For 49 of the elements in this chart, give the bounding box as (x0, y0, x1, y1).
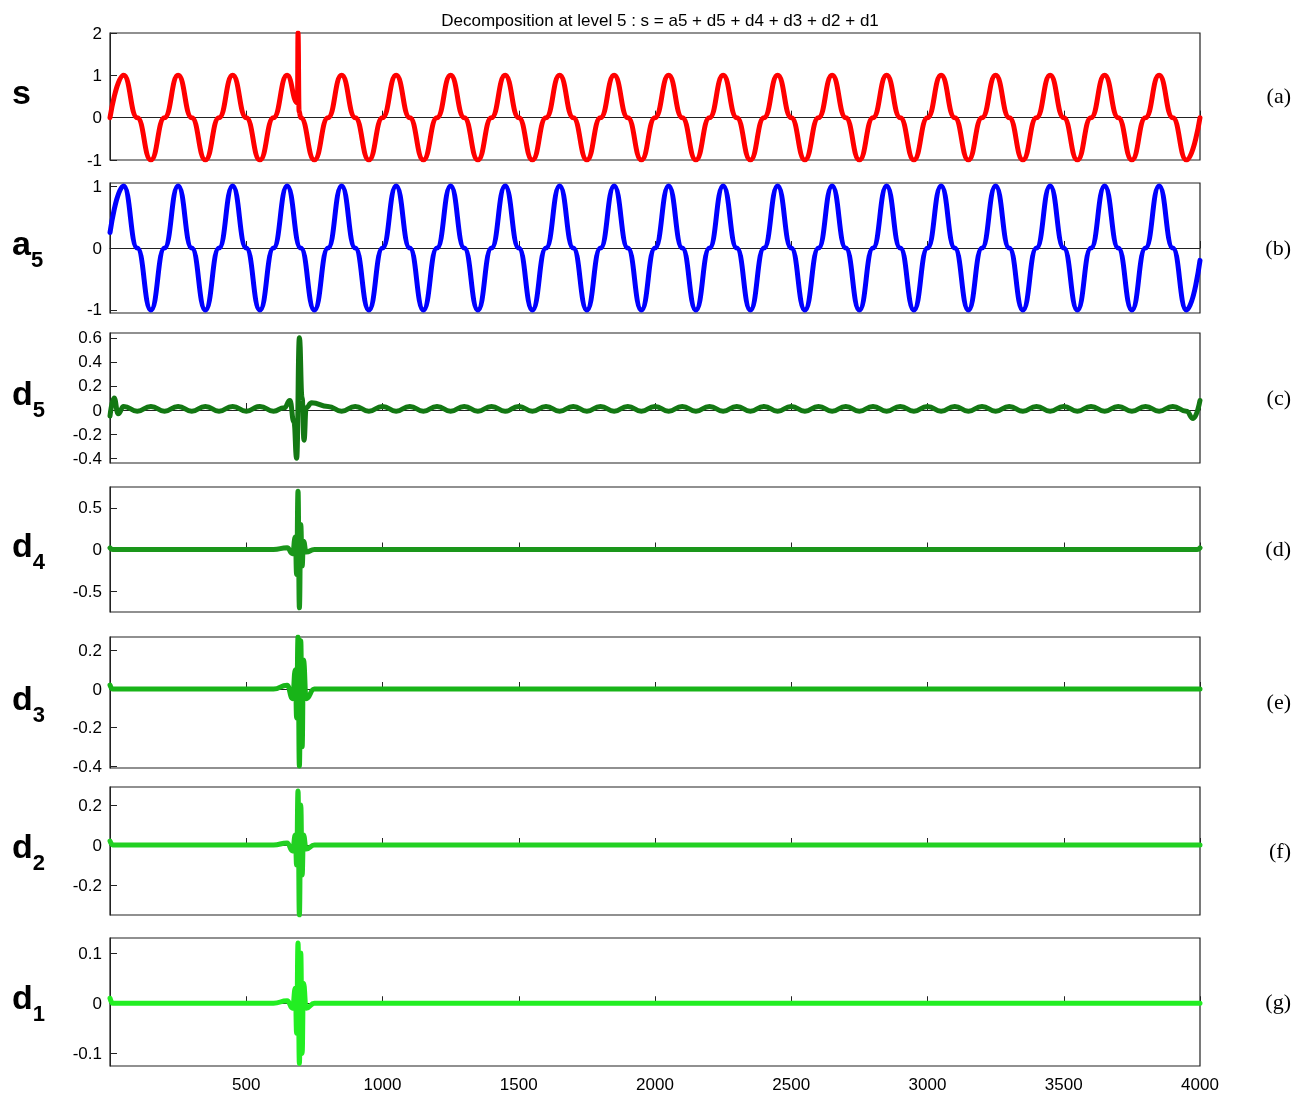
text: (b) (1265, 234, 1291, 260)
y-tick-label: 0.2 (78, 795, 102, 815)
text: (g) (1265, 988, 1291, 1014)
y-tick-label: 0 (92, 238, 102, 258)
y-axis-title: d$_{3}$ (12, 678, 47, 727)
y-axis-title: d$_{4}$ (12, 525, 47, 574)
y-tick-label: 0 (92, 108, 102, 128)
x-tick-label: 1500 (499, 1075, 538, 1094)
y-tick-label: 2 (92, 23, 102, 43)
y-tick-label: 0.4 (78, 352, 102, 372)
text: (f) (1269, 837, 1292, 863)
y-tick-label: 0 (92, 993, 102, 1013)
y-tick-label: -1 (86, 150, 102, 170)
x-tick-label: 4000 (1181, 1075, 1219, 1094)
y-tick-label: -0.2 (72, 875, 102, 895)
y-tick-label: 0 (92, 540, 102, 559)
y-tick-label: 0.2 (78, 376, 102, 396)
y-axis-title: d$_{2}$ (12, 827, 47, 875)
y-tick-label: 0 (92, 835, 102, 855)
y-tick-label: 1 (92, 65, 102, 85)
y-tick-label: 0 (92, 400, 102, 420)
x-tick-label: 500 (232, 1075, 261, 1094)
y-axis-title: d$_{1}$ (12, 978, 47, 1026)
y-tick-label: 0.2 (78, 640, 102, 660)
y-tick-label: -0.1 (72, 1043, 102, 1063)
text: (a) (1266, 83, 1291, 108)
text: (c) (1266, 384, 1291, 410)
y-tick-label: -0.4 (72, 448, 102, 468)
y-tick-label: 0.5 (78, 498, 102, 518)
y-tick-label: -1 (86, 300, 102, 320)
x-tick-label: 1000 (363, 1075, 402, 1094)
x-tick-label: 3500 (1044, 1075, 1083, 1094)
y-axis-title: s (12, 72, 32, 111)
x-tick-label: 3000 (908, 1075, 947, 1094)
y-tick-label: -0.2 (72, 424, 102, 444)
y-tick-label: 1 (92, 176, 102, 196)
x-tick-label: 2500 (772, 1075, 811, 1094)
y-tick-label: -0.5 (72, 581, 102, 601)
chart-title: Decomposition at level 5 : s = a5 + d5 + d4 + d3 + d2 + d1 (441, 11, 879, 30)
y-tick-label: -0.4 (72, 756, 102, 776)
y-tick-label: 0.6 (78, 328, 102, 348)
y-axis-title: a$_{5}$ (12, 224, 45, 272)
text: (e) (1266, 689, 1291, 714)
y-axis-title: d$_{5}$ (12, 374, 47, 422)
y-tick-label: 0 (92, 679, 102, 699)
y-tick-label: -0.2 (72, 718, 102, 738)
text: (d) (1265, 536, 1291, 561)
x-tick-label: 2000 (636, 1075, 674, 1094)
y-tick-label: 0.1 (78, 943, 102, 963)
